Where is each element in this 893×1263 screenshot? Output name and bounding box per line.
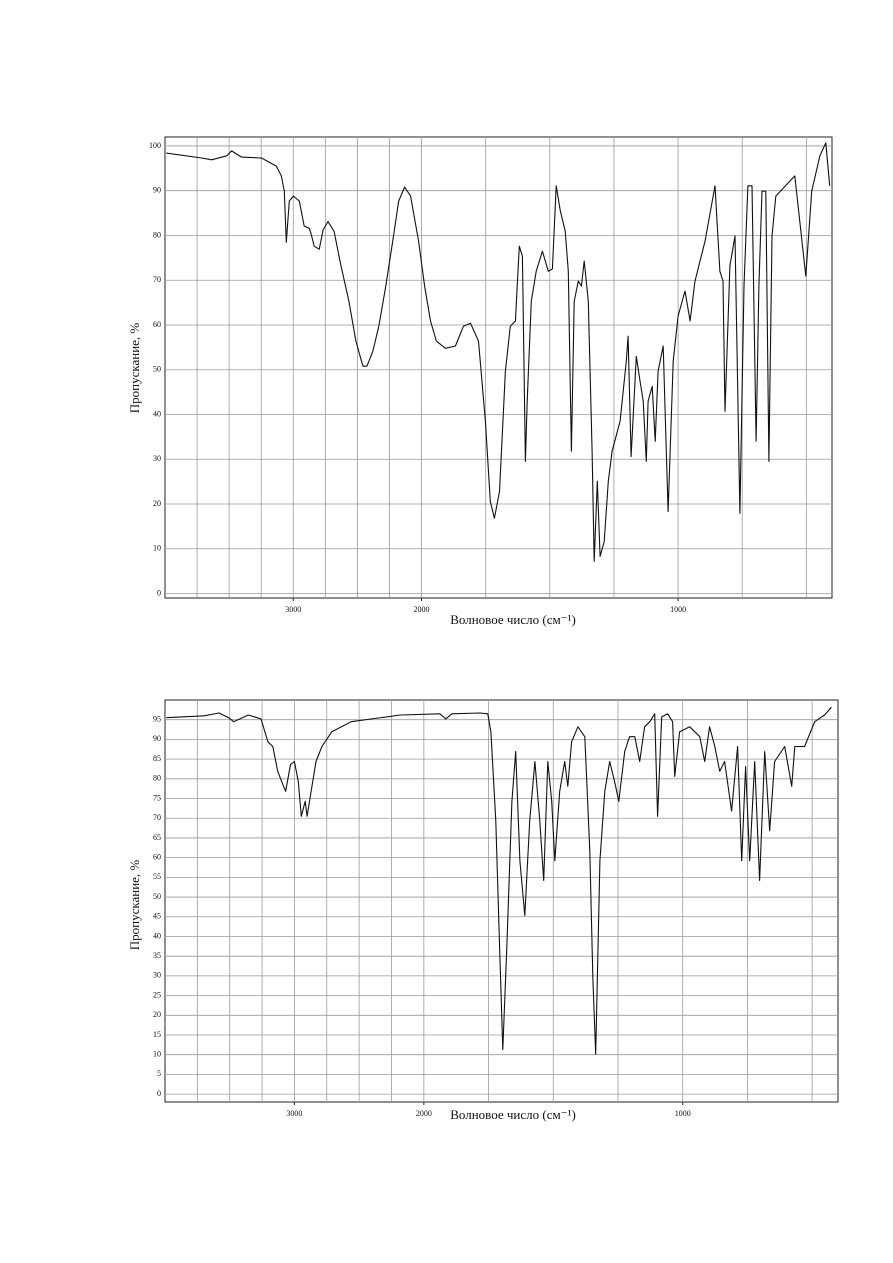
y-tick-label: 85 [153, 754, 161, 763]
y-tick-label: 0 [157, 1089, 161, 1098]
y-tick-label: 30 [153, 454, 161, 463]
y-tick-label: 10 [153, 1050, 161, 1059]
y-tick-label: 80 [153, 774, 161, 783]
spectrum-line [166, 142, 831, 562]
y-tick-label: 75 [153, 793, 161, 802]
y-tick-label: 80 [153, 230, 161, 239]
y-tick-label: 95 [153, 715, 161, 724]
x-axis-label: Волновое число (см⁻¹) [450, 612, 576, 627]
y-tick-label: 30 [153, 971, 161, 980]
y-axis-label: Пропускание, % [127, 323, 142, 414]
y-tick-label: 20 [153, 1010, 161, 1019]
y-tick-label: 70 [153, 275, 161, 284]
y-tick-label: 15 [153, 1030, 161, 1039]
y-tick-label: 20 [153, 499, 161, 508]
spectrum-line [166, 706, 832, 1055]
y-tick-label: 90 [153, 186, 161, 195]
y-tick-label: 5 [157, 1069, 161, 1078]
y-tick-label: 0 [157, 588, 161, 597]
x-tick-label: 3000 [286, 1109, 302, 1118]
y-tick-label: 55 [153, 872, 161, 881]
x-tick-label: 3000 [285, 605, 301, 614]
y-tick-label: 90 [153, 734, 161, 743]
y-tick-label: 40 [153, 409, 161, 418]
y-tick-label: 50 [153, 365, 161, 374]
y-tick-label: 40 [153, 931, 161, 940]
plot-area [164, 699, 839, 1103]
x-tick-label: 2000 [414, 605, 430, 614]
y-tick-label: 25 [153, 990, 161, 999]
plot-area [164, 136, 833, 599]
y-tick-label: 60 [153, 852, 161, 861]
y-tick-label: 45 [153, 912, 161, 921]
y-axis-label: Пропускание, % [127, 860, 142, 951]
x-tick-label: 1000 [670, 605, 686, 614]
y-tick-label: 35 [153, 951, 161, 960]
x-tick-label: 1000 [675, 1109, 691, 1118]
y-tick-label: 65 [153, 833, 161, 842]
y-tick-label: 10 [153, 544, 161, 553]
y-tick-label: 70 [153, 813, 161, 822]
y-tick-label: 60 [153, 320, 161, 329]
x-axis-label: Волновое число (см⁻¹) [450, 1107, 576, 1122]
y-tick-label: 100 [149, 141, 161, 150]
x-tick-label: 2000 [416, 1109, 432, 1118]
y-tick-label: 50 [153, 892, 161, 901]
